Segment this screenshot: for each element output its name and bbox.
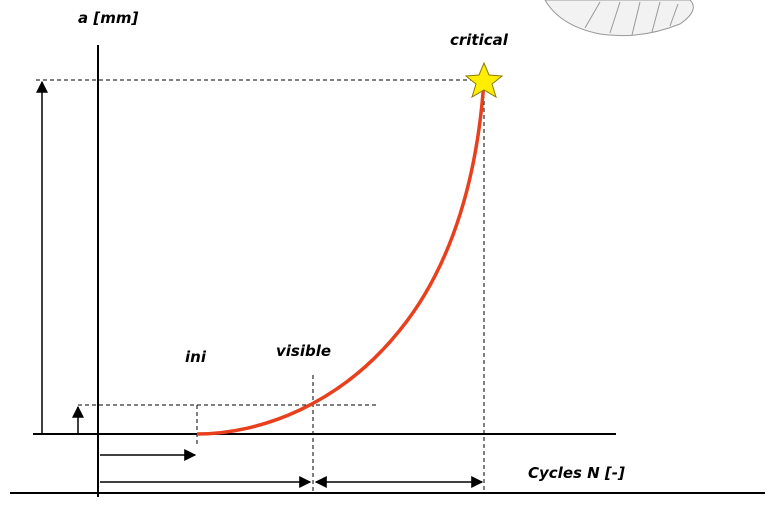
- visible-label: visible: [276, 342, 331, 360]
- y-axis-label: a [mm]: [78, 9, 138, 27]
- diagram: a [mm] critical ini visible Cycles N [-]: [0, 0, 775, 507]
- critical-label: critical: [450, 31, 509, 49]
- x-axis-label: Cycles N [-]: [528, 464, 625, 482]
- wing-sketch: [545, 0, 693, 36]
- ini-label: ini: [185, 348, 207, 366]
- crack-growth-curve: [197, 80, 484, 434]
